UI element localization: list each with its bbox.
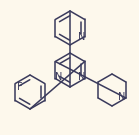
Text: N: N	[55, 72, 62, 82]
Text: F: F	[18, 82, 23, 92]
Text: N: N	[118, 92, 126, 102]
Text: N: N	[78, 72, 85, 82]
Text: N: N	[78, 31, 85, 41]
